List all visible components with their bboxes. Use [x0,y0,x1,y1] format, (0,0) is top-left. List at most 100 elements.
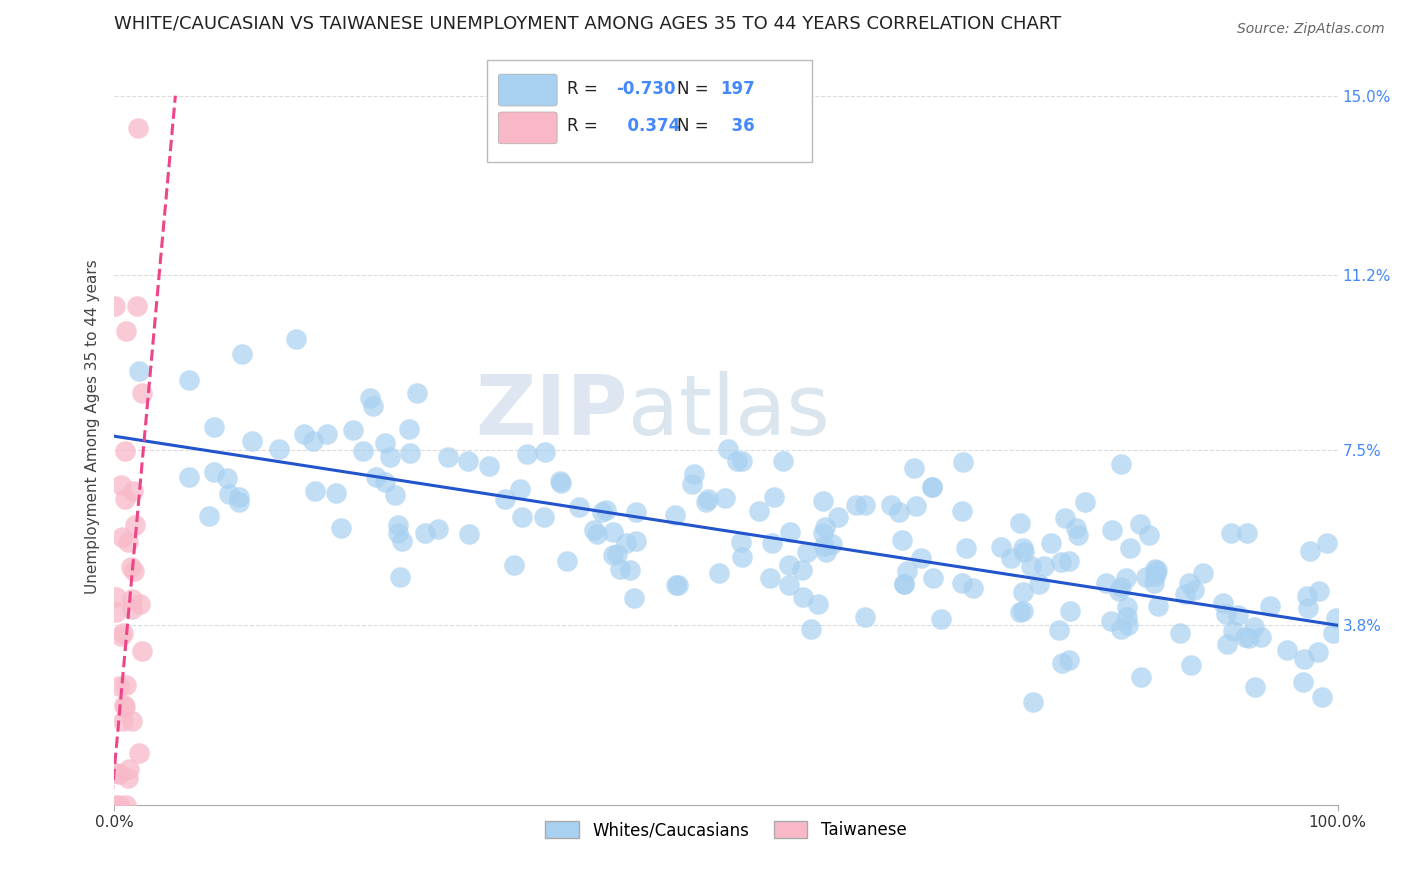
Point [177,373,200,387]
Point [695,495,717,509]
Text: 0.374: 0.374 [616,118,681,136]
Point [952,455,974,469]
Point [509,483,531,497]
Point [664,508,686,523]
Point [1012,544,1035,558]
Point [121,591,143,606]
Point [120,559,142,574]
Point [325,485,347,500]
Point [112,714,135,729]
Text: N =: N = [678,118,714,136]
Point [1000,551,1022,566]
Point [1306,645,1329,659]
Point [772,453,794,467]
Point [921,480,943,494]
Point [127,121,149,136]
Point [1144,566,1167,581]
Point [748,504,770,518]
Point [1168,626,1191,640]
Point [609,562,631,576]
Point [922,571,945,585]
Point [330,521,353,535]
Point [115,678,138,692]
Point [591,505,613,519]
Point [1008,605,1031,619]
Point [696,491,718,506]
Point [1212,596,1234,610]
Point [374,475,396,489]
Point [1073,495,1095,509]
Point [807,597,830,611]
Point [228,490,250,504]
Point [1008,516,1031,530]
Text: R =: R = [567,118,603,136]
Point [950,575,973,590]
Point [1116,610,1139,624]
Point [890,533,912,547]
Point [387,525,409,540]
Point [1243,681,1265,695]
Point [602,548,624,562]
Point [821,537,844,551]
Point [1322,626,1344,640]
Point [457,453,479,467]
Point [177,470,200,484]
Point [122,565,145,579]
Point [1174,587,1197,601]
Point [304,484,326,499]
Point [1147,599,1170,614]
Point [1028,576,1050,591]
Point [231,347,253,361]
Text: 36: 36 [720,118,755,136]
Point [1236,525,1258,540]
Point [114,443,136,458]
Point [1057,554,1080,568]
Text: 197: 197 [720,79,755,97]
Point [1047,623,1070,637]
Point [202,466,225,480]
Point [619,563,641,577]
Point [107,766,129,780]
Point [778,578,800,592]
Point [105,766,128,780]
Point [955,541,977,555]
Point [389,570,412,584]
Point [950,504,973,518]
Point [131,385,153,400]
Point [534,445,557,459]
Text: WHITE/CAUCASIAN VS TAIWANESE UNEMPLOYMENT AMONG AGES 35 TO 44 YEARS CORRELATION : WHITE/CAUCASIAN VS TAIWANESE UNEMPLOYMEN… [114,15,1062,33]
Point [494,492,516,507]
Point [681,476,703,491]
Point [198,508,221,523]
Point [1215,607,1237,622]
Point [814,520,837,534]
Point [110,629,132,643]
Point [759,571,782,585]
Point [990,540,1012,554]
Point [215,471,238,485]
Point [387,518,409,533]
Point [889,505,911,519]
Point [1250,631,1272,645]
Point [1064,521,1087,535]
Point [114,491,136,506]
Point [1143,569,1166,583]
Point [1292,675,1315,690]
Point [595,502,617,516]
Point [128,363,150,377]
Point [555,554,578,568]
Point [1298,544,1320,558]
Point [813,526,835,541]
Point [1033,558,1056,573]
Point [128,746,150,760]
Point [240,434,263,449]
Point [1275,642,1298,657]
Point [413,525,436,540]
Point [1310,690,1333,705]
Point [582,523,605,537]
Point [128,597,150,611]
Point [568,500,591,514]
Point [285,332,308,346]
Point [1308,584,1330,599]
Point [623,591,645,606]
